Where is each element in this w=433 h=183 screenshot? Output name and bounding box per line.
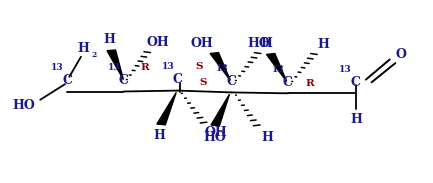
Text: 13: 13 bbox=[272, 65, 285, 74]
Text: 13: 13 bbox=[216, 64, 229, 73]
Text: R: R bbox=[305, 79, 314, 88]
Text: C: C bbox=[172, 73, 183, 86]
Polygon shape bbox=[211, 94, 229, 126]
Text: 13: 13 bbox=[51, 63, 64, 72]
Text: 13: 13 bbox=[162, 62, 174, 71]
Text: 2: 2 bbox=[91, 51, 97, 59]
Text: S: S bbox=[195, 62, 203, 71]
Text: H: H bbox=[260, 37, 272, 51]
Text: H: H bbox=[153, 129, 165, 142]
Text: C: C bbox=[118, 74, 129, 87]
Text: 13: 13 bbox=[107, 63, 120, 72]
Text: C: C bbox=[226, 75, 237, 88]
Text: HO: HO bbox=[203, 131, 226, 144]
Polygon shape bbox=[107, 50, 123, 80]
Text: C: C bbox=[350, 76, 360, 89]
Text: C: C bbox=[283, 76, 293, 89]
Text: H: H bbox=[317, 38, 330, 51]
Polygon shape bbox=[210, 53, 230, 81]
Text: OH: OH bbox=[191, 36, 213, 50]
Text: H: H bbox=[103, 33, 115, 46]
Text: H: H bbox=[78, 42, 90, 55]
Text: C: C bbox=[62, 74, 72, 87]
Text: HO: HO bbox=[247, 37, 270, 51]
Text: 13: 13 bbox=[339, 65, 352, 74]
Text: R: R bbox=[141, 63, 149, 72]
Text: OH: OH bbox=[204, 126, 227, 139]
Text: OH: OH bbox=[147, 36, 169, 49]
Text: O: O bbox=[395, 48, 406, 61]
Polygon shape bbox=[157, 92, 176, 125]
Polygon shape bbox=[266, 54, 287, 81]
Text: S: S bbox=[200, 78, 207, 87]
Text: HO: HO bbox=[13, 99, 35, 112]
Text: H: H bbox=[350, 113, 362, 126]
Text: H: H bbox=[261, 131, 273, 144]
